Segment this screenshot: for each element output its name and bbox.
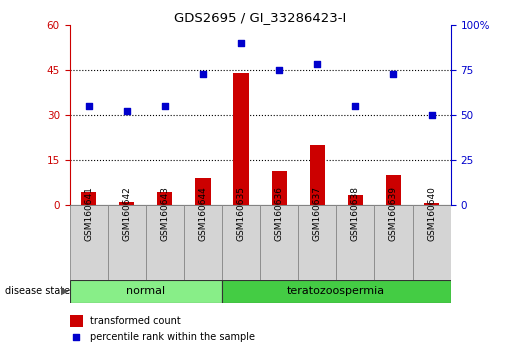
Bar [336, 205, 374, 280]
Point [72, 334, 80, 340]
Bar [70, 315, 83, 327]
Bar [271, 171, 287, 205]
Bar [157, 192, 173, 205]
Bar [386, 175, 401, 205]
Bar [310, 145, 325, 205]
Bar [298, 205, 336, 280]
Bar [184, 205, 222, 280]
Text: ▶: ▶ [61, 286, 68, 296]
Text: disease state: disease state [5, 286, 70, 296]
Text: GSM160644: GSM160644 [198, 186, 208, 241]
Text: GSM160638: GSM160638 [351, 186, 360, 241]
Bar [233, 73, 249, 205]
Point [351, 103, 359, 109]
Point [427, 112, 436, 118]
Point [199, 71, 207, 76]
Bar [70, 280, 222, 303]
Text: percentile rank within the sample: percentile rank within the sample [91, 332, 255, 342]
Bar [108, 205, 146, 280]
Text: GSM160642: GSM160642 [122, 186, 131, 241]
Text: GSM160637: GSM160637 [313, 186, 322, 241]
Point [389, 71, 398, 76]
Text: GSM160635: GSM160635 [236, 186, 246, 241]
Point [123, 109, 131, 114]
Bar [146, 205, 184, 280]
Point [237, 40, 245, 46]
Title: GDS2695 / GI_33286423-I: GDS2695 / GI_33286423-I [174, 11, 346, 24]
Bar [81, 192, 96, 205]
Bar [413, 205, 451, 280]
Text: GSM160643: GSM160643 [160, 186, 169, 241]
Point [161, 103, 169, 109]
Bar [222, 205, 260, 280]
Bar [374, 205, 413, 280]
Text: GSM160639: GSM160639 [389, 186, 398, 241]
Text: GSM160636: GSM160636 [274, 186, 284, 241]
Text: teratozoospermia: teratozoospermia [287, 286, 385, 296]
Bar [195, 178, 211, 205]
Bar [424, 203, 439, 205]
Bar [119, 202, 134, 205]
Point [84, 103, 93, 109]
Bar [260, 205, 298, 280]
Point [313, 62, 321, 67]
Bar [70, 205, 108, 280]
Bar [222, 280, 451, 303]
Text: transformed count: transformed count [91, 316, 181, 326]
Point [275, 67, 283, 73]
Bar [348, 195, 363, 205]
Text: GSM160640: GSM160640 [427, 186, 436, 241]
Text: GSM160641: GSM160641 [84, 186, 93, 241]
Text: normal: normal [126, 286, 165, 296]
